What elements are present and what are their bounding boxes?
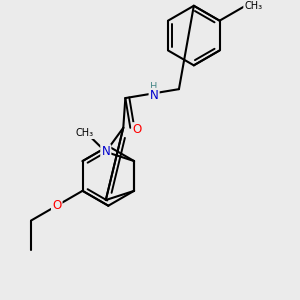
Text: O: O [52, 199, 62, 212]
Text: N: N [150, 89, 158, 102]
Text: CH₃: CH₃ [75, 128, 94, 138]
Text: O: O [133, 123, 142, 136]
Text: N: N [101, 146, 110, 158]
Text: CH₃: CH₃ [244, 1, 262, 11]
Text: H: H [150, 82, 158, 92]
